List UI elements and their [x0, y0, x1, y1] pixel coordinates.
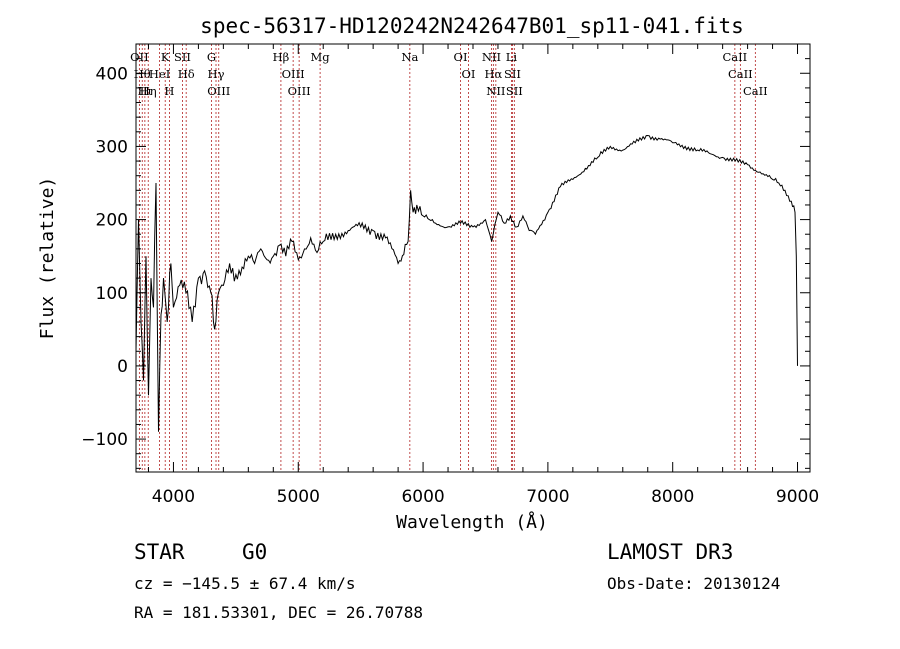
x-tick-label: 4000	[152, 487, 195, 507]
line-label: Hθ	[134, 67, 151, 81]
line-label: Li	[506, 50, 518, 64]
line-label: HeI	[149, 67, 170, 81]
line-label: CaII	[743, 84, 768, 98]
line-label: Hι	[138, 84, 153, 98]
survey-name: LAMOST DR3	[607, 540, 734, 564]
redshift-velocity: cz = −145.5 ± 67.4 km/s	[134, 574, 356, 593]
line-label: OI	[454, 50, 468, 64]
line-label: Hη	[140, 84, 157, 98]
line-label: CaII	[722, 50, 747, 64]
line-label: Na	[401, 50, 418, 64]
line-label: G	[207, 50, 216, 64]
chart-title: spec-56317-HD120242N242647B01_sp11-041.f…	[200, 14, 744, 38]
line-label: H	[164, 84, 174, 98]
y-tick-label: 400	[96, 64, 128, 84]
line-label: Hβ	[273, 50, 290, 64]
coordinates: RA = 181.53301, DEC = 26.70788	[134, 603, 423, 622]
x-tick-label: 5000	[277, 487, 320, 507]
line-label: Hγ	[208, 67, 225, 81]
line-label: NII	[486, 84, 505, 98]
y-axis-label: Flux (relative)	[37, 177, 58, 340]
object-subclass: G0	[242, 540, 268, 564]
flux-series-line	[135, 134, 798, 432]
y-tick-label: 0	[117, 357, 128, 377]
line-label: CaII	[728, 67, 753, 81]
plot-frame	[135, 43, 811, 473]
y-tick-label: 100	[96, 284, 128, 304]
line-label: SII	[504, 67, 521, 81]
line-label: K	[161, 50, 170, 64]
line-label: OI	[462, 67, 476, 81]
line-label: SII	[506, 84, 523, 98]
x-tick-label: 8000	[651, 487, 694, 507]
line-label: Hδ	[178, 67, 195, 81]
object-class: STAR	[134, 540, 185, 564]
line-label: OIII	[282, 67, 305, 81]
y-tick-label: 200	[96, 211, 128, 231]
line-label: Mg	[311, 50, 331, 64]
line-label: SII	[174, 50, 191, 64]
line-label: OIII	[288, 84, 311, 98]
x-tick-label: 6000	[401, 487, 444, 507]
y-axis-ticks: −100 0 100 200 300 400	[81, 43, 810, 469]
x-tick-label: 7000	[526, 487, 569, 507]
line-label: Hα	[484, 67, 502, 81]
line-label: OII	[130, 50, 149, 64]
x-tick-label: 9000	[776, 487, 819, 507]
y-tick-label: −100	[81, 430, 128, 450]
observation-date: Obs-Date: 20130124	[607, 574, 781, 593]
y-tick-label: 300	[96, 137, 128, 157]
x-axis-label: Wavelength (Å)	[396, 511, 548, 533]
line-label: OIII	[207, 84, 230, 98]
line-label: NII	[482, 50, 501, 64]
x-axis-ticks: 4000 5000 6000 7000 8000 9000	[147, 44, 819, 507]
emission-line-markers	[138, 44, 756, 472]
